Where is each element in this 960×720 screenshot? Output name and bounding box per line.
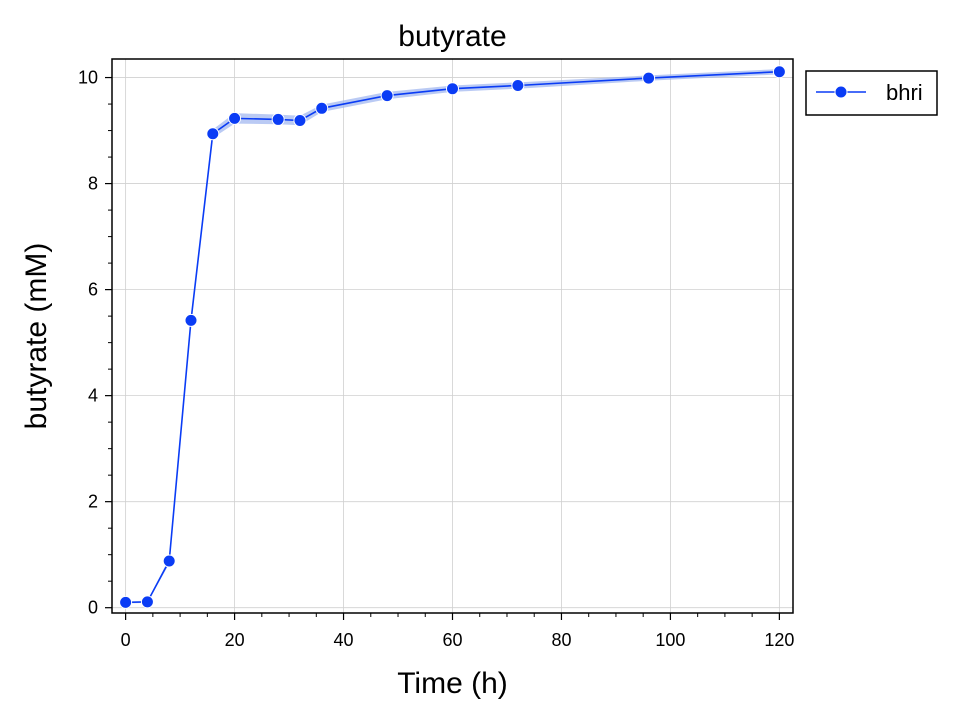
data-point-layer <box>119 65 786 609</box>
data-point <box>140 595 154 609</box>
data-point <box>446 82 459 96</box>
y-tick-labels: 0 2 4 6 8 10 <box>78 68 98 618</box>
x-axis-label: Time (h) <box>397 667 508 700</box>
series-line <box>125 70 780 604</box>
legend-marker-swatch <box>834 85 848 99</box>
axis-ticks <box>105 76 780 620</box>
data-point <box>206 127 220 141</box>
data-point <box>271 112 285 126</box>
legend: bhri <box>805 70 938 116</box>
grid <box>112 59 793 613</box>
x-tick-label: 20 <box>225 630 245 650</box>
data-point <box>642 71 656 85</box>
x-tick-label: 80 <box>551 630 571 650</box>
data-point <box>315 101 329 115</box>
data-point <box>119 595 133 609</box>
data-point <box>184 313 198 327</box>
x-tick-label: 40 <box>334 630 354 650</box>
y-tick-label: 2 <box>88 492 98 512</box>
chart-title: butyrate <box>398 20 506 53</box>
data-point <box>772 65 786 79</box>
y-tick-label: 0 <box>88 598 98 618</box>
y-tick-label: 10 <box>78 68 98 88</box>
data-point <box>380 89 394 103</box>
legend-label: bhri <box>886 80 923 105</box>
y-tick-label: 8 <box>88 174 98 194</box>
x-tick-label: 120 <box>764 630 794 650</box>
data-point <box>293 113 307 127</box>
y-tick-label: 6 <box>88 280 98 300</box>
data-point <box>162 554 176 568</box>
y-axis-label: butyrate (mM) <box>20 243 53 430</box>
x-tick-labels: 0 20 40 60 80 100 120 <box>121 630 795 650</box>
x-tick-label: 100 <box>655 630 685 650</box>
legend-box <box>805 70 938 116</box>
data-point <box>511 79 525 93</box>
x-tick-label: 0 <box>121 630 131 650</box>
series-line-layer <box>125 70 780 604</box>
data-point <box>228 111 242 125</box>
x-tick-label: 60 <box>442 630 462 650</box>
y-tick-label: 4 <box>88 386 98 406</box>
